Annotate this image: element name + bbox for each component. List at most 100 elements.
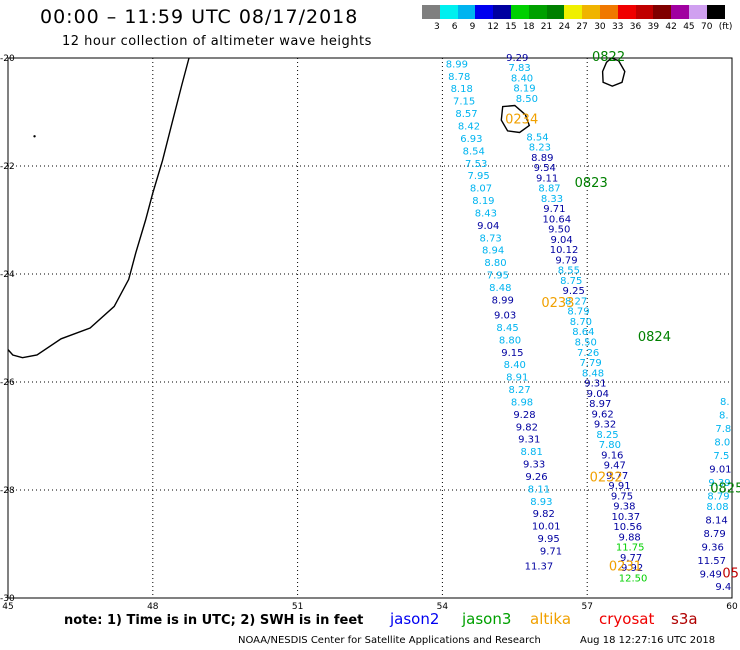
wave-height-value: 9.38 [613, 502, 635, 513]
color-scale-label: 27 [576, 22, 588, 32]
wave-height-value: 7.15 [453, 97, 475, 108]
wave-height-value: 8.91 [506, 373, 528, 384]
wave-height-value: 8.78 [448, 72, 470, 83]
footer-credit: NOAA/NESDIS Center for Satellite Applica… [238, 635, 541, 646]
map-subtitle: 12 hour collection of altimeter wave hei… [62, 34, 372, 49]
wave-height-value: 9.54 [534, 163, 556, 174]
wave-height-value: 9.04 [477, 221, 499, 232]
wave-height-value: 8.57 [455, 109, 477, 120]
wave-height-value: 9.33 [523, 460, 545, 471]
wave-height-value: 8.18 [451, 84, 473, 95]
wave-height-value: 8.19 [472, 196, 494, 207]
wave-height-value: 10.64 [542, 214, 571, 225]
wave-height-value: 9.82 [516, 422, 538, 433]
wave-height-value: 9.39 [708, 478, 730, 489]
wave-height-value: 8.0 [714, 437, 730, 448]
wave-height-value: 8.48 [582, 368, 604, 379]
wave-height-value: 8.87 [538, 184, 560, 195]
wave-height-value: 7.95 [487, 271, 509, 282]
map-frame [7, 57, 733, 599]
wave-height-value: 8.79 [703, 529, 725, 540]
wave-height-value: 9.77 [606, 471, 628, 482]
color-scale-label: 21 [540, 22, 553, 32]
legend-item-jason3: jason3 [462, 610, 512, 628]
color-scale-label: 30 [594, 22, 606, 32]
wave-height-value: 8.23 [529, 143, 551, 154]
wave-height-value: 8. [719, 410, 729, 421]
wave-height-value: 7.53 [465, 159, 487, 170]
wave-height-value: 9.11 [536, 173, 558, 184]
color-scale-label: 15 [505, 22, 517, 32]
pass-time-label: 0234 [505, 112, 538, 127]
color-swatch [439, 5, 458, 19]
wave-height-value: 8.79 [707, 491, 729, 502]
wave-height-value: 9.31 [584, 379, 606, 390]
wave-height-value: 8.94 [482, 246, 504, 257]
wave-height-value: 11.37 [525, 562, 554, 573]
wave-height-value: 8.73 [480, 233, 502, 244]
color-swatch [671, 5, 689, 19]
wave-height-value: 7.8 [715, 424, 731, 435]
wave-height-value: 8.89 [531, 153, 553, 164]
pass-time-label: 0231 [609, 560, 642, 575]
wave-height-value: 7.26 [577, 348, 599, 359]
wave-height-value: 7.83 [508, 63, 530, 74]
wave-height-value: 8.45 [496, 323, 518, 334]
wave-height-value: 8.99 [492, 295, 514, 306]
wave-height-value: 8.27 [565, 296, 587, 307]
wave-height-value: 8.75 [560, 276, 582, 287]
wave-height-value: 8.80 [499, 335, 521, 346]
pass-time-label: 05 [722, 567, 739, 582]
color-swatch [582, 5, 600, 19]
wave-height-value: 8.14 [705, 516, 727, 527]
wave-height-value: 7.95 [467, 171, 489, 182]
color-scale-label: 3 [434, 22, 440, 32]
color-scale-label: 33 [612, 22, 624, 32]
wave-height-value: 9.77 [620, 553, 642, 564]
legend-item-s3a: s3a [671, 610, 698, 628]
wave-height-value: 8.27 [508, 385, 530, 396]
wave-height-value: 10.56 [613, 522, 642, 533]
wave-height-value: 8.50 [575, 338, 597, 349]
color-scale-label: 12 [487, 22, 499, 32]
wave-height-value: 8.11 [528, 484, 550, 495]
wave-height-value: 8.99 [446, 59, 468, 70]
legend-item-jason2: jason2 [390, 610, 440, 628]
longitude-tick-label: 60 [726, 602, 738, 612]
wave-height-value: 8.55 [558, 266, 580, 277]
wave-height-value: 9.15 [501, 348, 523, 359]
longitude-tick-label: 48 [147, 602, 159, 612]
color-scale-label: 70 [701, 22, 713, 32]
wave-height-value: 8.98 [511, 397, 533, 408]
wave-height-value: 9.62 [592, 409, 614, 420]
color-swatch [617, 5, 636, 19]
color-scale-label: 39 [647, 22, 660, 32]
wave-height-value: 9.36 [702, 543, 724, 554]
wave-height-value: 8. [720, 397, 730, 408]
color-scale-label: 45 [683, 22, 695, 32]
wave-height-value: 8.70 [570, 317, 592, 328]
wave-height-value: 8.42 [458, 122, 480, 133]
pass-time-label: 0232 [590, 471, 623, 486]
pass-time-label: 0824 [638, 330, 671, 345]
wave-height-value: 9.01 [709, 464, 731, 475]
color-swatch [688, 5, 707, 19]
wave-height-value: 8.40 [504, 360, 526, 371]
wave-height-value: 7.79 [579, 358, 601, 369]
wave-height-value: 9.16 [601, 450, 623, 461]
color-swatch [564, 5, 583, 19]
wave-height-value: 8.40 [511, 73, 533, 84]
color-swatch [422, 5, 440, 19]
latitude-tick-label: -26 [0, 378, 15, 388]
wave-height-value: 9.29 [506, 53, 528, 64]
legend-item-cryosat: cryosat [599, 610, 655, 628]
latitude-tick-label: -30 [0, 594, 15, 604]
wave-height-value: 8.54 [463, 146, 485, 157]
color-swatch [528, 5, 547, 19]
wave-height-value: 8.81 [521, 447, 543, 458]
wave-height-value: 9.49 [700, 570, 722, 581]
wave-height-value: 9.47 [604, 461, 626, 472]
wave-height-value: 10.37 [611, 512, 640, 523]
wave-height-value: 9.71 [540, 546, 562, 557]
